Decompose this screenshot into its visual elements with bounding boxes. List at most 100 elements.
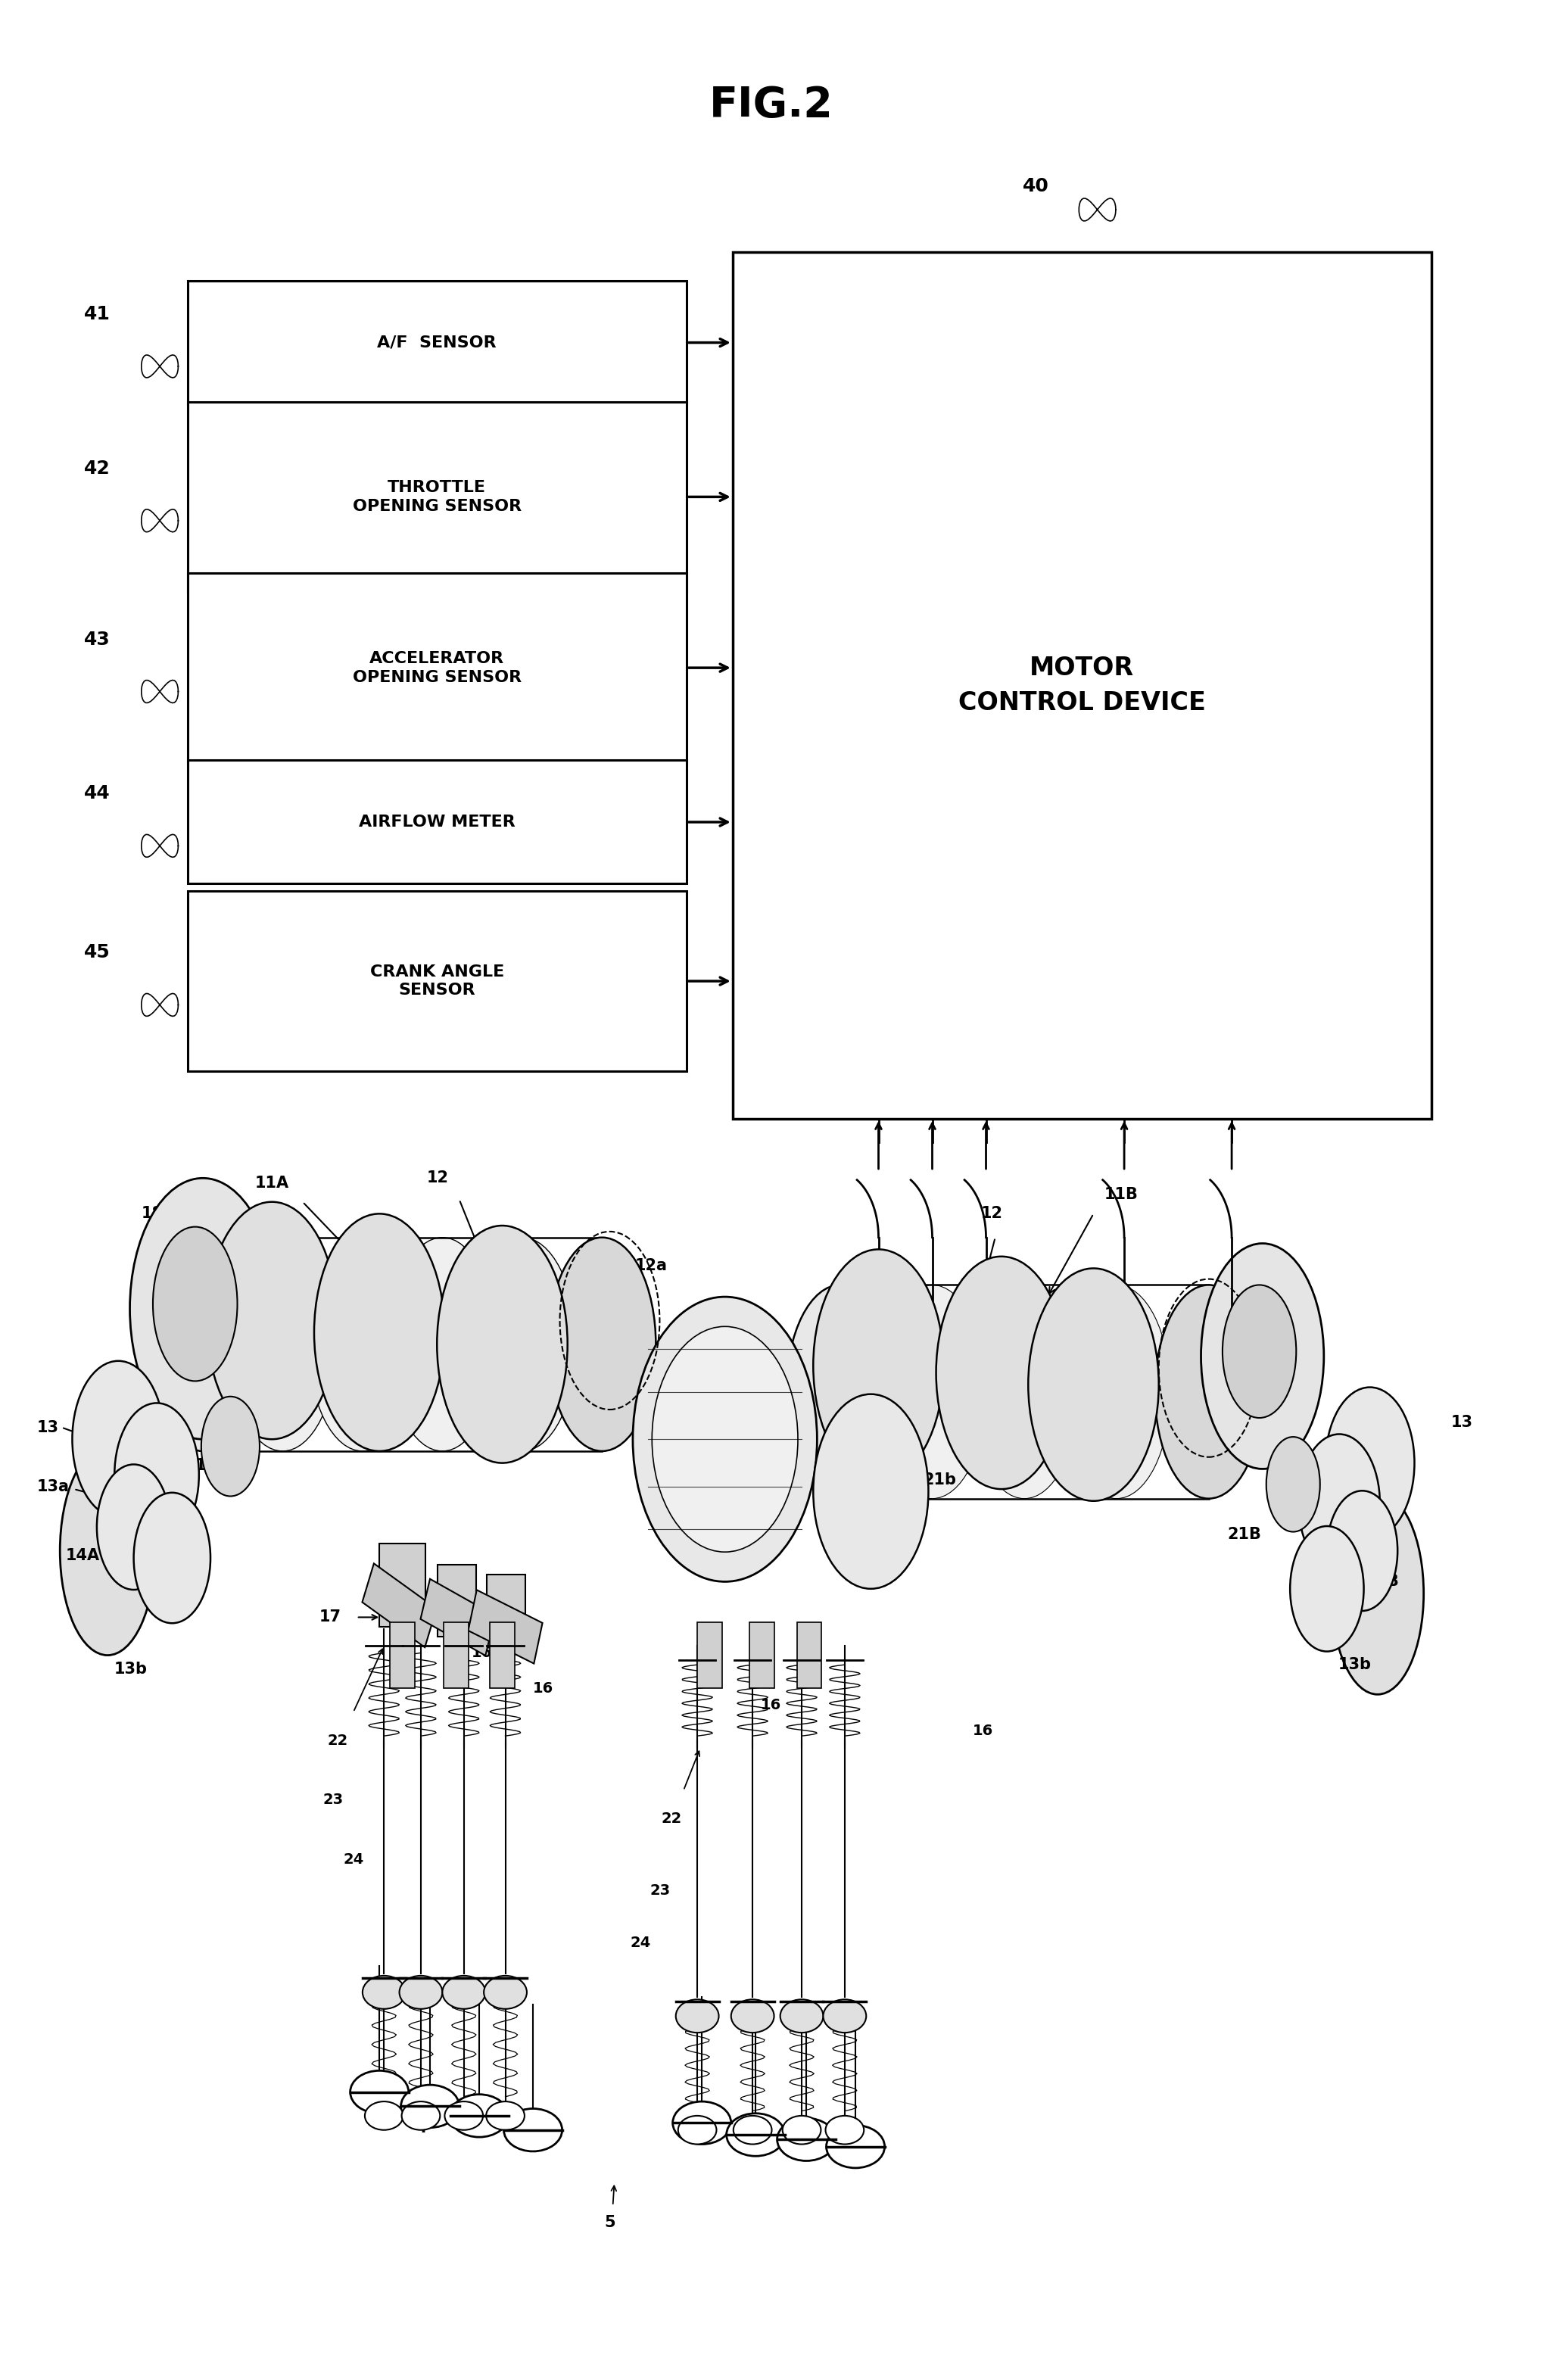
Ellipse shape xyxy=(813,1395,928,1590)
Text: 21B: 21B xyxy=(1227,1526,1261,1542)
Text: A/F  SENSOR: A/F SENSOR xyxy=(378,336,497,350)
Ellipse shape xyxy=(823,1999,867,2033)
Text: 12: 12 xyxy=(427,1171,449,1185)
Ellipse shape xyxy=(1332,1492,1423,1695)
Text: 5: 5 xyxy=(604,2216,615,2230)
Ellipse shape xyxy=(1062,1285,1170,1499)
Bar xyxy=(797,1623,822,1687)
Text: 16: 16 xyxy=(760,1697,782,1711)
Ellipse shape xyxy=(1155,1285,1263,1499)
Ellipse shape xyxy=(401,2085,460,2128)
Ellipse shape xyxy=(1326,1388,1414,1540)
Ellipse shape xyxy=(72,1361,165,1518)
Ellipse shape xyxy=(726,2113,785,2156)
Ellipse shape xyxy=(652,1326,797,1552)
Text: 24: 24 xyxy=(342,1852,364,1866)
Polygon shape xyxy=(362,1564,436,1647)
Bar xyxy=(379,1545,426,1628)
Text: ACCELERATOR
OPENING SENSOR: ACCELERATOR OPENING SENSOR xyxy=(353,650,521,685)
Text: 19: 19 xyxy=(1315,1468,1338,1483)
Text: 40: 40 xyxy=(1022,176,1049,195)
Text: 14A: 14A xyxy=(66,1547,100,1564)
Ellipse shape xyxy=(150,1238,256,1452)
Text: MOTOR
CONTROL DEVICE: MOTOR CONTROL DEVICE xyxy=(958,654,1206,716)
Ellipse shape xyxy=(315,1214,444,1452)
Ellipse shape xyxy=(1155,1285,1263,1499)
Ellipse shape xyxy=(731,1999,774,2033)
Bar xyxy=(490,1623,515,1687)
Ellipse shape xyxy=(436,1226,567,1464)
Bar xyxy=(188,402,686,593)
Text: 45: 45 xyxy=(85,942,111,962)
Ellipse shape xyxy=(777,2118,836,2161)
Ellipse shape xyxy=(486,2102,524,2130)
Text: 13a: 13a xyxy=(1351,1502,1383,1518)
Ellipse shape xyxy=(399,1975,443,2009)
Bar xyxy=(390,1623,415,1687)
Ellipse shape xyxy=(207,1202,338,1440)
Text: 43: 43 xyxy=(85,631,111,647)
Text: 41: 41 xyxy=(85,305,111,324)
Ellipse shape xyxy=(350,2071,409,2113)
Text: 21A: 21A xyxy=(600,1409,634,1423)
Bar xyxy=(188,574,686,762)
Ellipse shape xyxy=(401,2102,439,2130)
Bar xyxy=(487,1576,526,1645)
Ellipse shape xyxy=(444,2102,483,2130)
Ellipse shape xyxy=(60,1447,156,1654)
Bar xyxy=(697,1623,722,1687)
Ellipse shape xyxy=(734,2116,771,2144)
Text: 20: 20 xyxy=(146,1514,168,1530)
Text: 13: 13 xyxy=(37,1421,59,1435)
Ellipse shape xyxy=(484,1975,527,2009)
Text: 15: 15 xyxy=(1382,1421,1403,1435)
Ellipse shape xyxy=(970,1285,1078,1499)
Text: THROTTLE
OPENING SENSOR: THROTTLE OPENING SENSOR xyxy=(353,481,521,514)
Text: 12a: 12a xyxy=(1238,1302,1271,1316)
Ellipse shape xyxy=(365,2102,402,2130)
Text: 13a: 13a xyxy=(37,1478,69,1495)
Text: 11B: 11B xyxy=(1104,1188,1138,1202)
Ellipse shape xyxy=(675,1999,719,2033)
Text: AIRFLOW METER: AIRFLOW METER xyxy=(359,814,515,831)
Ellipse shape xyxy=(134,1492,210,1623)
Ellipse shape xyxy=(443,1975,486,2009)
Text: 22: 22 xyxy=(327,1733,348,1747)
Ellipse shape xyxy=(549,1238,655,1452)
Text: 21b: 21b xyxy=(924,1471,956,1488)
Ellipse shape xyxy=(469,1238,577,1452)
Ellipse shape xyxy=(504,2109,563,2152)
Text: 16: 16 xyxy=(472,1645,492,1661)
Ellipse shape xyxy=(936,1257,1067,1490)
Text: 11A: 11A xyxy=(254,1176,288,1190)
Bar xyxy=(188,890,686,1071)
Text: 18: 18 xyxy=(142,1207,163,1221)
Polygon shape xyxy=(469,1590,543,1664)
Text: 13b: 13b xyxy=(1338,1656,1371,1673)
Text: 13b: 13b xyxy=(114,1661,148,1678)
Ellipse shape xyxy=(308,1238,416,1452)
Text: 42: 42 xyxy=(85,459,111,478)
Text: 23: 23 xyxy=(651,1883,671,1897)
Bar xyxy=(188,281,686,405)
Ellipse shape xyxy=(780,1999,823,2033)
Bar xyxy=(438,1566,476,1637)
Ellipse shape xyxy=(672,2102,731,2144)
Text: 12: 12 xyxy=(981,1207,1004,1221)
Bar xyxy=(188,759,686,883)
Ellipse shape xyxy=(879,1285,985,1499)
Text: FIG.2: FIG.2 xyxy=(709,86,833,126)
Text: 15: 15 xyxy=(108,1385,130,1399)
Ellipse shape xyxy=(153,1226,237,1380)
Text: 23: 23 xyxy=(324,1792,344,1806)
Ellipse shape xyxy=(1266,1438,1320,1533)
Text: 20: 20 xyxy=(1309,1542,1332,1559)
Text: 16: 16 xyxy=(973,1723,993,1737)
Ellipse shape xyxy=(678,2116,717,2144)
Text: 16: 16 xyxy=(534,1680,554,1695)
Bar xyxy=(749,1623,774,1687)
Text: 24: 24 xyxy=(631,1935,651,1949)
Ellipse shape xyxy=(1291,1526,1363,1652)
Text: 4: 4 xyxy=(415,2121,426,2135)
Ellipse shape xyxy=(389,1238,497,1452)
